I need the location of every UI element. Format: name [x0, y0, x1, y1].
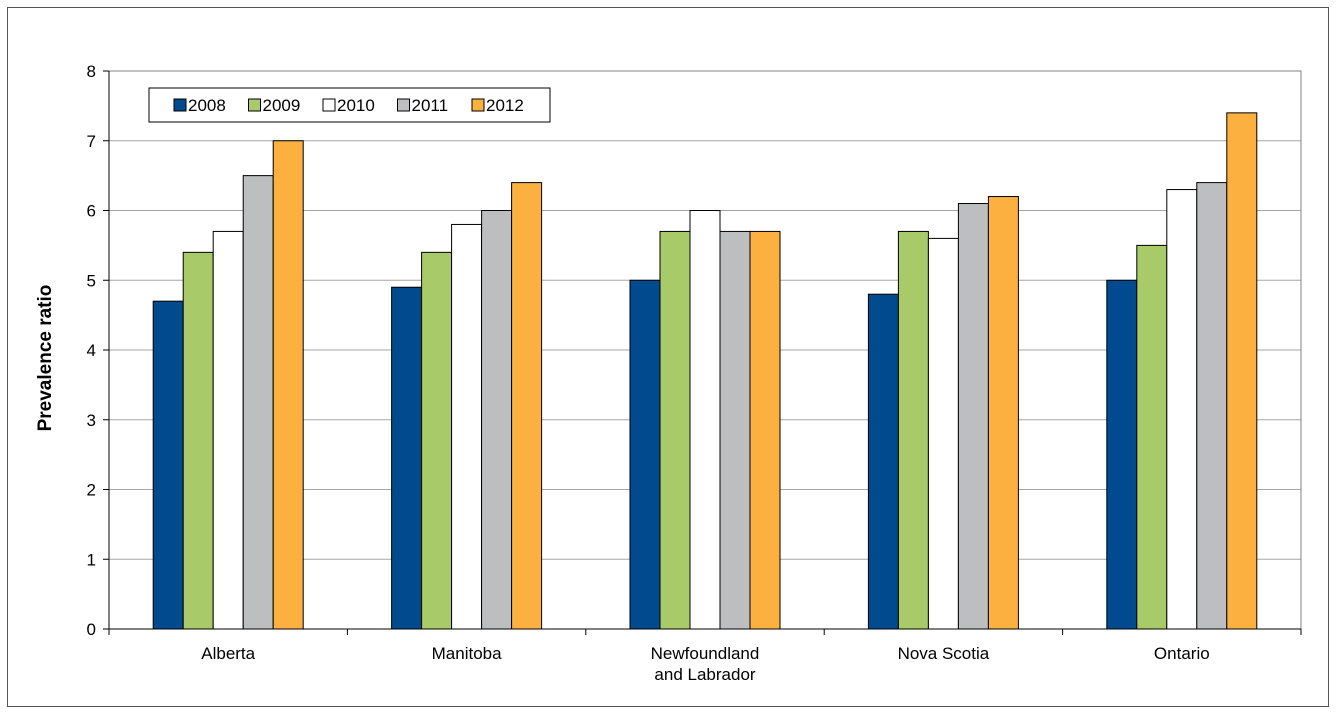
bar-2011	[481, 210, 513, 630]
bar-2012	[272, 140, 304, 630]
chart-frame: 0 1 2 3 4 5 6 7 8 Alberta Manitoba Newfoundland and…	[7, 7, 1329, 707]
bar-2008	[391, 286, 423, 630]
bar-2008	[629, 279, 661, 630]
legend: 2008 2009 2010 2011 2012	[148, 87, 551, 123]
x-tick-label-line: Alberta	[201, 644, 255, 663]
bar-2010	[689, 210, 721, 630]
legend-swatch-2010	[322, 98, 336, 112]
bar-2010	[1166, 189, 1198, 630]
y-axis-label: Prevalence ratio	[35, 285, 56, 432]
bar-2010	[451, 223, 483, 630]
y-tick-label: 2	[87, 481, 96, 500]
y-tick-label: 0	[87, 620, 96, 639]
legend-swatch-2011	[397, 98, 410, 112]
legend-label: 2008	[188, 96, 226, 115]
legend-swatch-2008	[173, 98, 187, 112]
bar-2011	[242, 175, 274, 630]
x-tick-label: Newfoundland and Labrador	[651, 644, 760, 684]
y-tick-label: 3	[87, 411, 96, 430]
bar-2012	[511, 182, 543, 630]
legend-label: 2012	[486, 96, 524, 115]
x-tick-label-line: Newfoundland	[651, 644, 760, 663]
y-tick-label: 5	[87, 271, 96, 290]
bar-2012	[987, 196, 1019, 630]
x-tick-label-line: Ontario	[1154, 644, 1210, 663]
bar-chart: 0 1 2 3 4 5 6 7 8 Alberta Manitoba Newfoundland and…	[35, 62, 1302, 684]
y-tick-label: 7	[87, 132, 96, 151]
bars	[152, 112, 1258, 630]
bar-2008	[152, 300, 184, 630]
x-tick-labels: Alberta Manitoba Newfoundland and LabradorN…	[201, 644, 1209, 684]
x-tick-label-line: and Labrador	[654, 665, 755, 684]
bar-2009	[1136, 244, 1168, 630]
bar-2009	[421, 251, 453, 630]
y-tick-label: 6	[87, 202, 96, 221]
bar-2012	[749, 230, 781, 630]
legend-label: 2010	[337, 96, 375, 115]
legend-swatch-2012	[471, 98, 485, 112]
bar-2009	[182, 251, 214, 630]
x-tick-label: Manitoba	[432, 644, 502, 663]
bar-2010	[927, 237, 959, 630]
bar-2008	[1106, 279, 1138, 630]
x-tick-label: Ontario	[1154, 644, 1210, 663]
bar-2011	[1196, 182, 1228, 630]
y-tick-label: 1	[87, 550, 96, 569]
x-tick-label: Alberta	[201, 644, 255, 663]
bar-2011	[957, 203, 989, 630]
y-tick-labels: 0 1 2 3 4 5 6 7 8	[87, 62, 96, 639]
legend-label: 2011	[412, 96, 449, 115]
x-tick-label-line: Nova Scotia	[898, 644, 990, 663]
bar-2011	[719, 230, 751, 630]
y-tick-label: 8	[87, 62, 96, 81]
bar-2009	[897, 230, 929, 630]
x-tick-label: Nova Scotia	[898, 644, 990, 663]
bar-2010	[212, 230, 244, 630]
x-tick-label-line: Manitoba	[432, 644, 502, 663]
axes	[103, 70, 1302, 635]
legend-label: 2009	[263, 96, 301, 115]
bar-2009	[659, 230, 691, 630]
legend-swatch-2009	[248, 98, 261, 112]
bar-2012	[1226, 112, 1258, 630]
bar-2008	[867, 293, 899, 630]
y-tick-label: 4	[87, 341, 96, 360]
